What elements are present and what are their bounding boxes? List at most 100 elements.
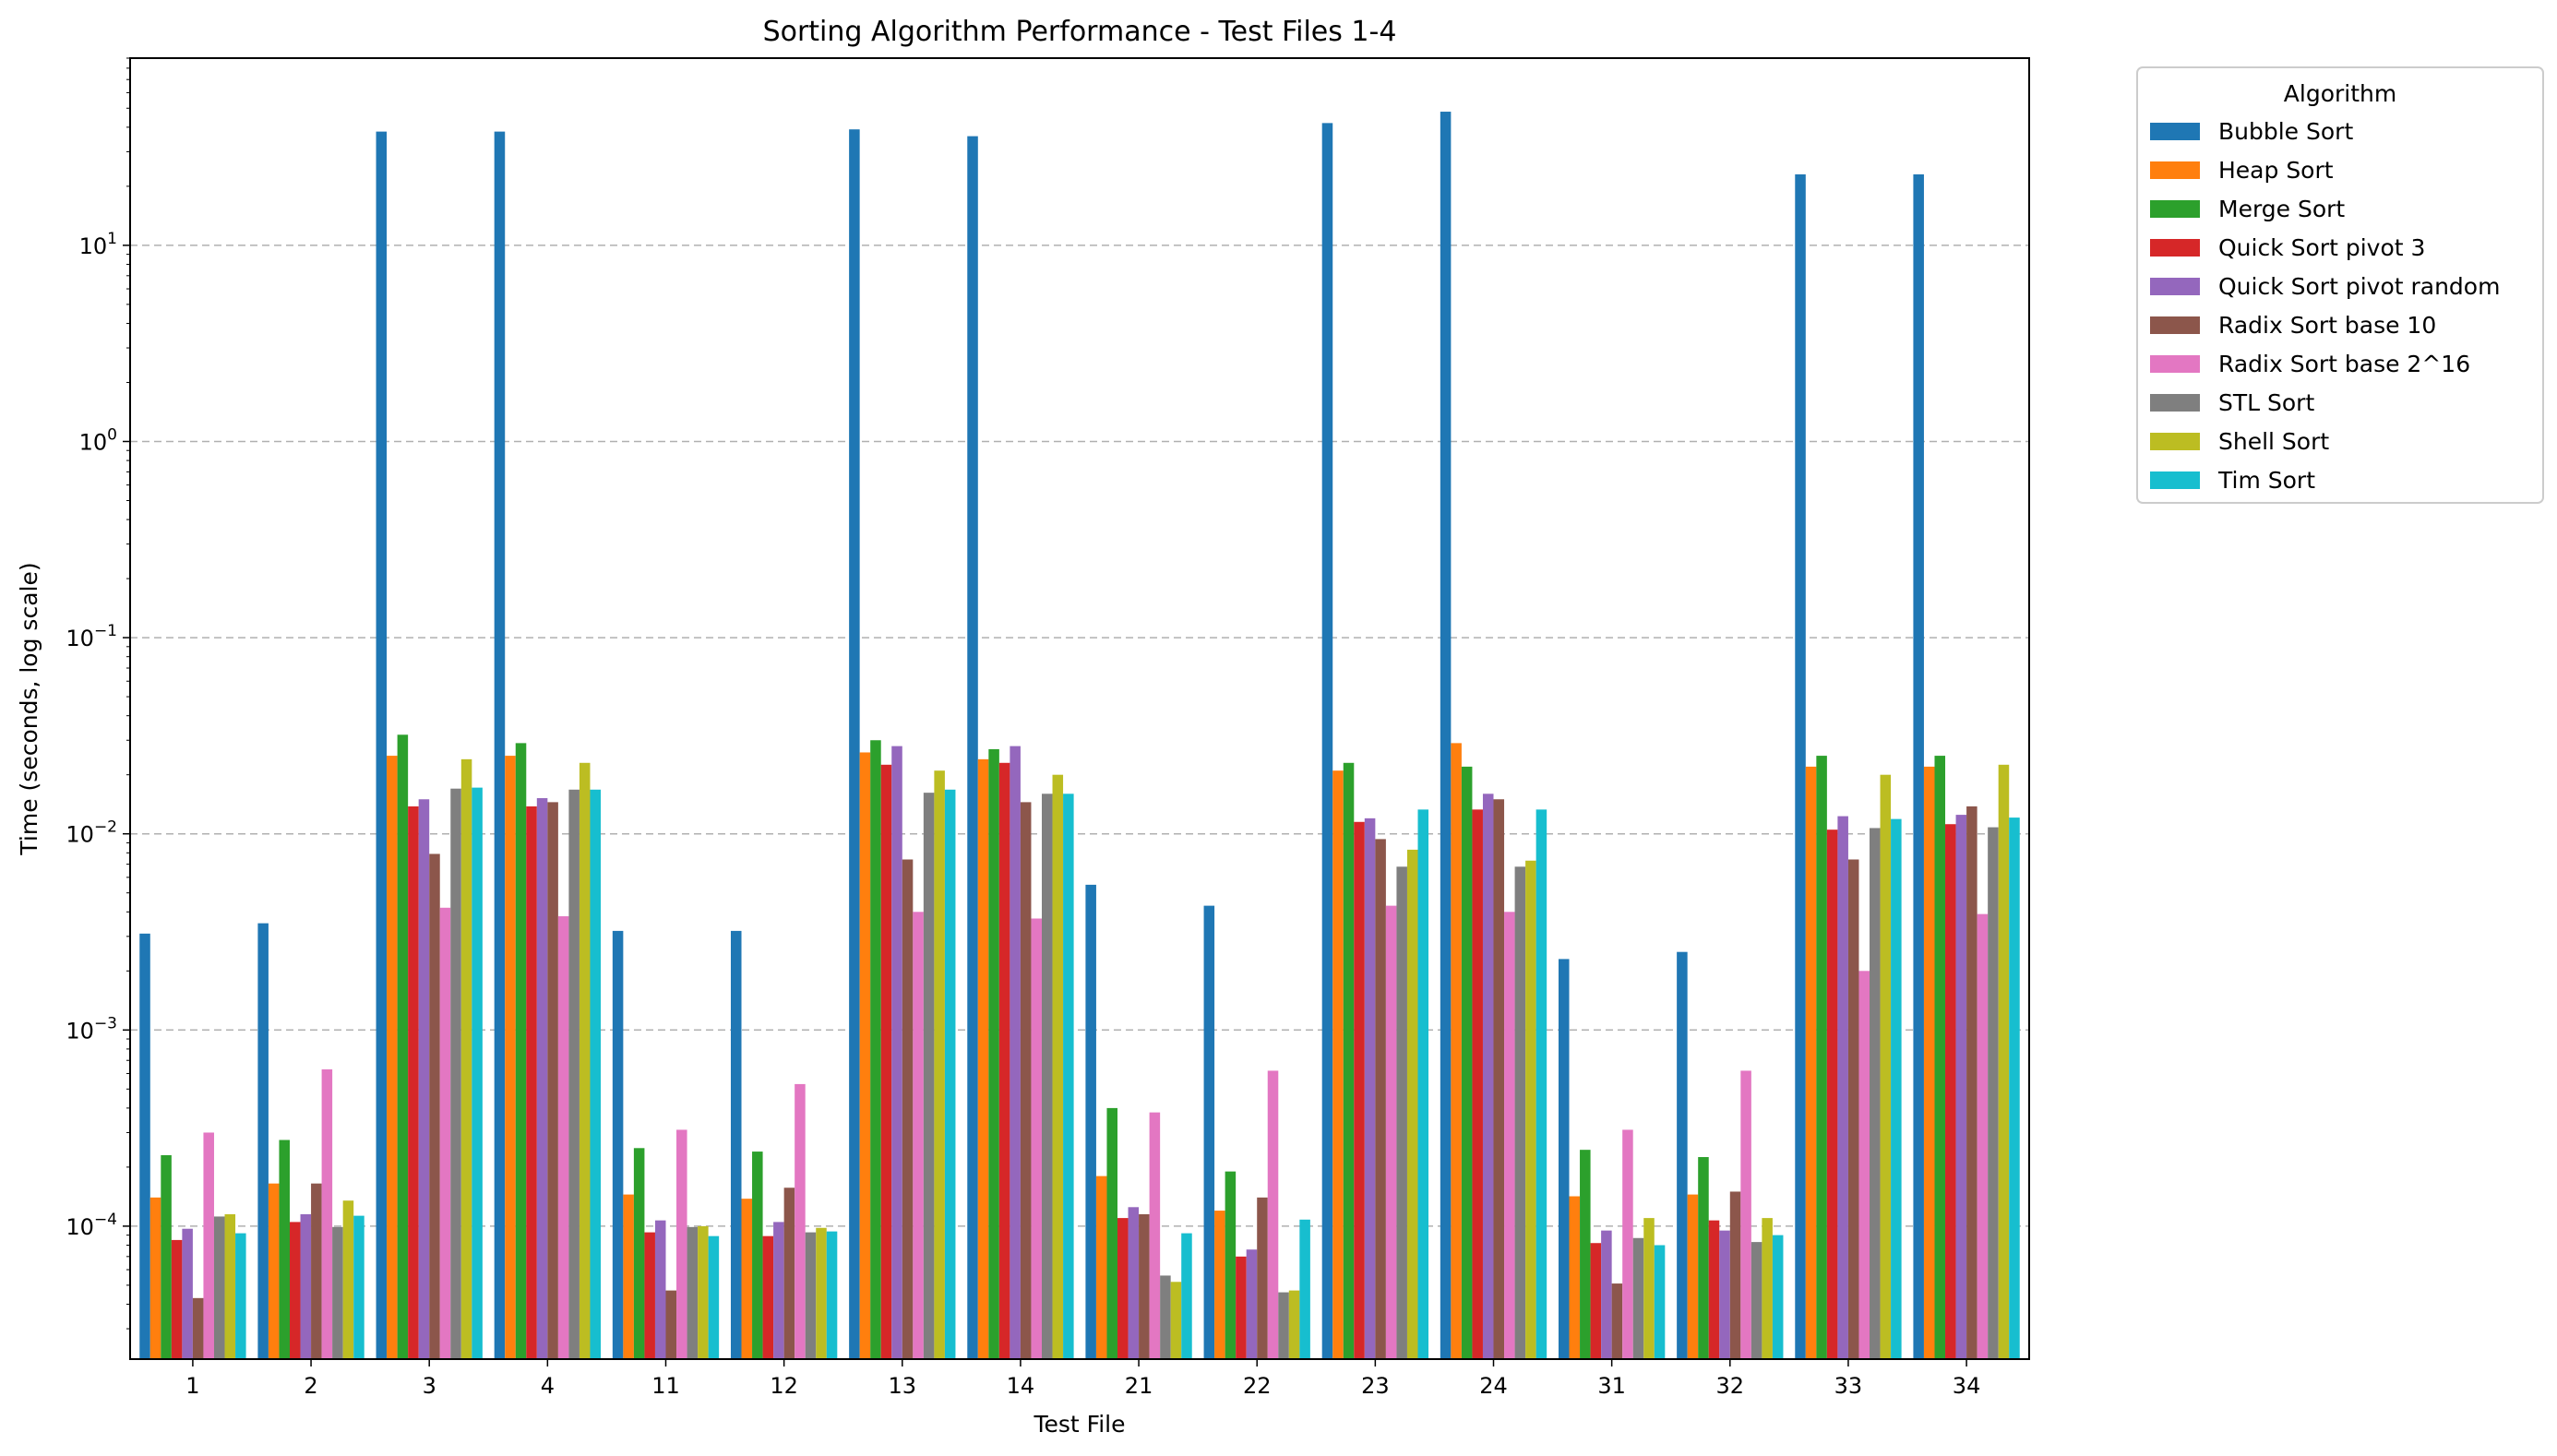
bar — [1514, 866, 1526, 1359]
bar — [849, 129, 860, 1359]
y-tick-base: 10 — [79, 429, 108, 455]
bar — [1740, 1070, 1751, 1359]
bar — [515, 743, 527, 1359]
bar — [1826, 829, 1838, 1359]
bar — [1085, 884, 1096, 1359]
y-tick-base: 10 — [66, 626, 94, 651]
bar — [730, 930, 742, 1359]
x-tick-label: 24 — [1479, 1373, 1508, 1399]
bar — [1417, 809, 1429, 1359]
bar — [1988, 827, 1999, 1359]
y-tick-exponent: −1 — [94, 622, 117, 640]
bar — [376, 131, 388, 1359]
x-tick-label: 11 — [651, 1373, 680, 1399]
bar — [139, 933, 150, 1359]
bar — [1364, 818, 1376, 1359]
bar — [1923, 766, 1935, 1359]
bar — [1343, 762, 1355, 1359]
bar — [805, 1232, 817, 1359]
bar — [934, 770, 945, 1359]
bar — [1677, 951, 1688, 1359]
y-tick-base: 10 — [79, 233, 108, 259]
x-axis-label: Test File — [1033, 1411, 1125, 1438]
bar — [1729, 1191, 1741, 1359]
bar — [977, 758, 989, 1359]
bar — [913, 912, 924, 1359]
bar — [505, 756, 516, 1359]
bar — [1816, 756, 1827, 1359]
x-tick-label: 3 — [423, 1373, 436, 1399]
bar — [752, 1152, 763, 1359]
legend-swatch — [2150, 433, 2200, 450]
bar — [1203, 905, 1215, 1359]
bar — [795, 1083, 806, 1359]
bar — [1750, 1242, 1762, 1359]
bar — [870, 740, 881, 1359]
bar — [1504, 912, 1515, 1359]
bar — [429, 853, 440, 1359]
bar — [408, 806, 419, 1359]
bar — [902, 859, 914, 1359]
y-tick-exponent: −3 — [94, 1014, 117, 1032]
y-tick-label: 100 — [79, 425, 117, 455]
bar — [741, 1199, 753, 1359]
bar — [665, 1290, 677, 1359]
y-tick-label: 10−3 — [66, 1014, 117, 1044]
bar — [1708, 1220, 1720, 1359]
bar — [1945, 824, 1956, 1359]
bar — [1837, 816, 1848, 1359]
bar — [1687, 1194, 1699, 1359]
bar — [762, 1235, 774, 1359]
bar — [547, 802, 558, 1359]
legend-label: Quick Sort pivot random — [2218, 273, 2500, 300]
legend: Algorithm Bubble Sort Heap Sort Merge Sort… — [2136, 66, 2544, 504]
bar — [880, 764, 892, 1359]
bar — [1139, 1213, 1150, 1359]
bar — [1998, 764, 2010, 1359]
legend-label: Heap Sort — [2218, 157, 2334, 184]
bar — [536, 798, 548, 1359]
bar — [171, 1239, 183, 1359]
legend-swatch — [2150, 123, 2200, 140]
bar — [1461, 766, 1473, 1359]
bar — [1891, 818, 1902, 1359]
bar — [1482, 794, 1494, 1359]
bar — [859, 752, 871, 1359]
bar — [1601, 1230, 1612, 1359]
bar — [708, 1235, 720, 1359]
bar — [1569, 1196, 1581, 1359]
bar — [1934, 756, 1946, 1359]
bar — [687, 1226, 699, 1359]
bar — [1257, 1197, 1268, 1359]
bar — [1858, 971, 1870, 1359]
bar — [557, 916, 569, 1359]
bar — [1451, 743, 1462, 1359]
bar — [1847, 859, 1859, 1359]
legend-swatch — [2150, 316, 2200, 334]
bar — [826, 1231, 838, 1359]
legend-title: Algorithm — [2284, 80, 2396, 107]
bar — [1966, 806, 1977, 1359]
bar — [1170, 1282, 1182, 1359]
legend-items: Bubble Sort Heap Sort Merge Sort Quick Sort… — [2150, 118, 2500, 494]
bar — [623, 1194, 634, 1359]
bar — [1020, 802, 1032, 1359]
legend-swatch — [2150, 471, 2200, 489]
bar — [1267, 1070, 1279, 1359]
legend-label: Bubble Sort — [2218, 118, 2353, 145]
bar — [1106, 1107, 1118, 1359]
bar — [1580, 1150, 1591, 1359]
bar — [773, 1222, 784, 1359]
x-tick-label: 12 — [770, 1373, 798, 1399]
bar — [1052, 774, 1064, 1359]
y-tick-base: 10 — [66, 1018, 94, 1044]
x-tick-label: 32 — [1716, 1373, 1745, 1399]
x-tick-label: 4 — [541, 1373, 555, 1399]
legend-label: Merge Sort — [2218, 196, 2345, 222]
x-tick-label: 34 — [1953, 1373, 1981, 1399]
bar — [1332, 770, 1344, 1359]
bar — [526, 806, 537, 1359]
bar — [1288, 1290, 1300, 1359]
bar — [1041, 794, 1053, 1359]
